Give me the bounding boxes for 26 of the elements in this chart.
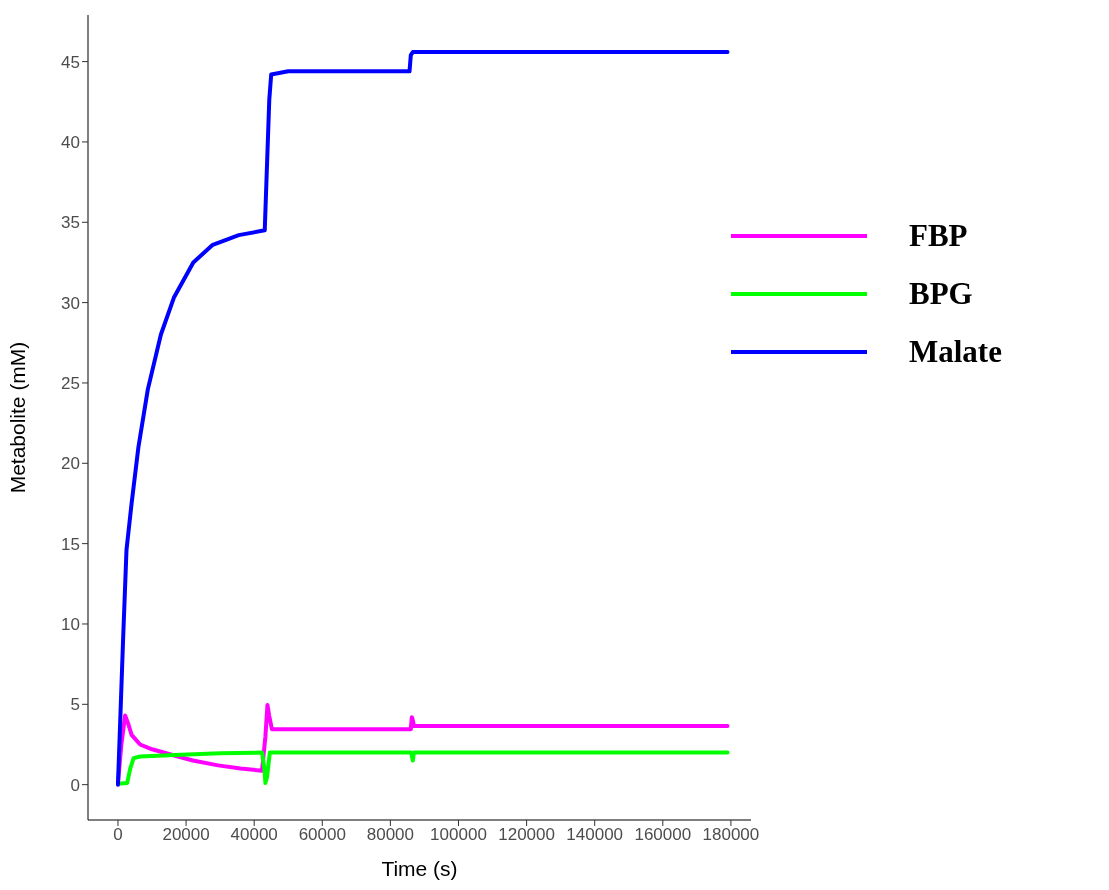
x-axis-title: Time (s) — [381, 857, 458, 880]
y-tick-label: 10 — [61, 615, 80, 635]
line-series — [115, 49, 730, 787]
x-tick-label: 80000 — [366, 825, 415, 845]
x-tick-label: 160000 — [634, 825, 692, 845]
x-tick-label: 60000 — [298, 825, 346, 845]
x-tick-label: 40000 — [230, 825, 278, 845]
y-axis-title: Metabolite (mM) — [6, 341, 30, 494]
x-tick-label: 0 — [113, 825, 123, 845]
x-tick-label: 180000 — [702, 825, 760, 845]
x-tick-label: 100000 — [430, 825, 487, 845]
y-tick-label: 40 — [61, 132, 80, 152]
x-tick-label: 20000 — [162, 825, 210, 845]
y-tick-label: 20 — [61, 454, 80, 474]
legend-label: FBP — [909, 218, 968, 254]
x-tick-label: 120000 — [498, 825, 555, 845]
legend-label: BPG — [909, 276, 973, 312]
y-tick-label: 45 — [61, 52, 80, 72]
x-tick-label: 140000 — [566, 825, 624, 845]
y-tick-label: 5 — [70, 695, 80, 715]
y-tick-label: 25 — [61, 373, 80, 393]
y-tick-label: 35 — [61, 213, 80, 233]
y-tick-label: 0 — [70, 775, 80, 795]
y-tick-label: 30 — [61, 293, 80, 313]
y-tick-label: 15 — [61, 534, 80, 554]
legend-label: Malate — [909, 334, 1002, 370]
